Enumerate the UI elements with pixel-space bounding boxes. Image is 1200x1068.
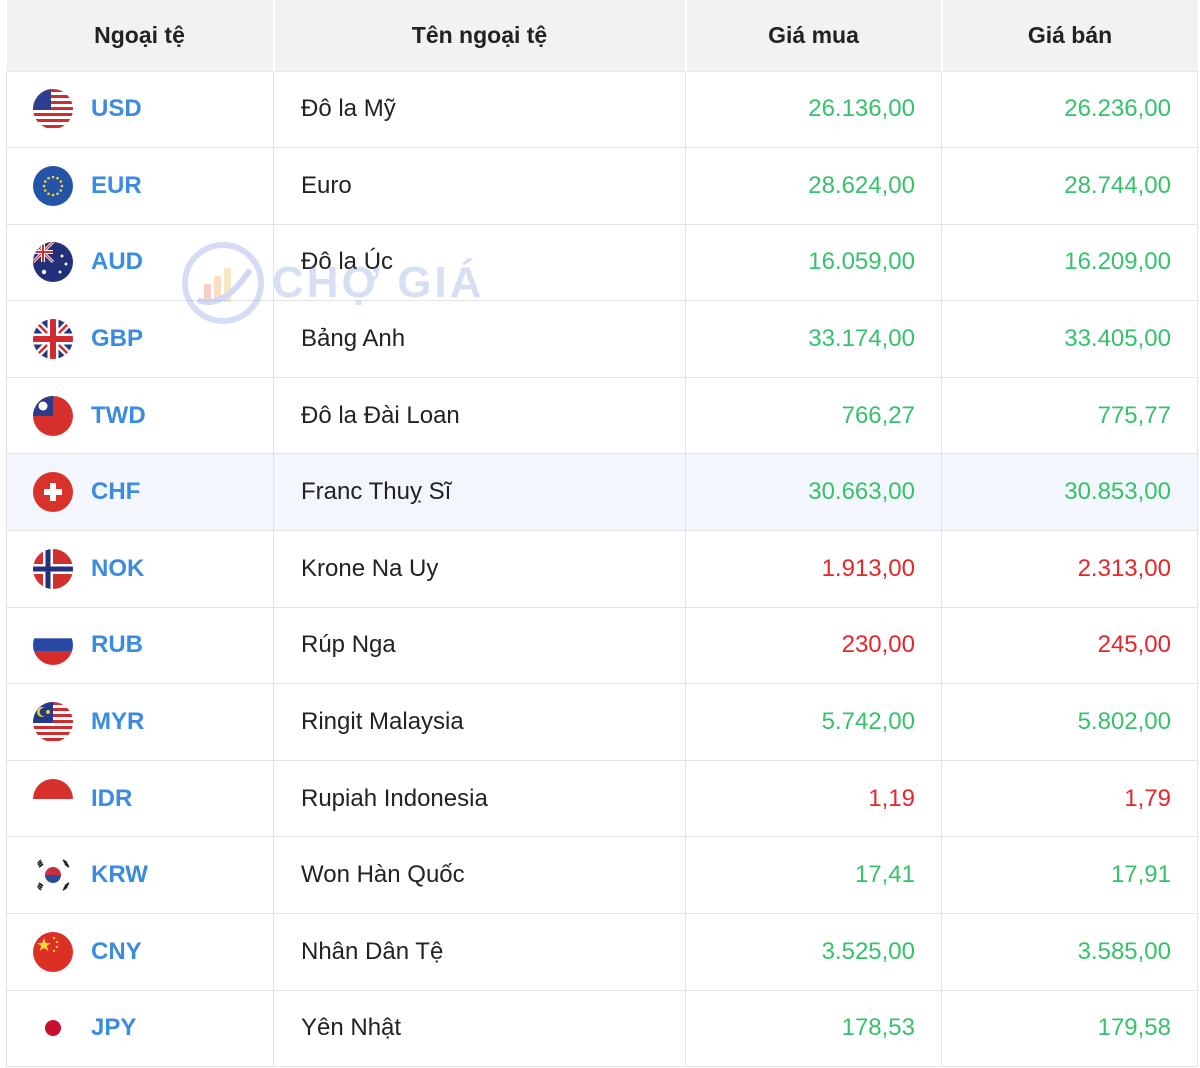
table-row[interactable]: GBP Bảng Anh 33.174,00 33.405,00 [6,300,1198,378]
table-row[interactable]: CHF Franc Thuỵ Sĩ 30.663,00 30.853,00 [6,453,1198,532]
kr-flag-icon [33,855,73,896]
sell-price: 1,79 [941,759,1198,838]
currency-name: Rupiah Indonesia [273,759,686,838]
cn-flag-icon [33,931,73,972]
currency-code[interactable]: TWD [91,401,146,429]
currency-name: Won Hàn Quốc [273,836,686,915]
table-row[interactable]: IDR Rupiah Indonesia 1,19 1,79 [6,759,1198,838]
buy-price: 16.059,00 [685,223,942,302]
buy-price: 17,41 [685,836,942,915]
buy-price: 5.742,00 [685,683,942,761]
currency-name: Bảng Anh [273,300,686,378]
table-row[interactable]: JPY Yên Nhật 178,53 179,58 [6,989,1198,1068]
table-header-row: Ngoại tệ Tên ngoại tệ Giá mua Giá bán [6,0,1198,72]
buy-price: 33.174,00 [685,300,942,378]
jp-flag-icon [33,1008,73,1049]
currency-cell: RUB [6,606,274,685]
currency-code[interactable]: RUB [91,631,143,659]
ch-flag-icon [33,472,73,513]
currency-code[interactable]: USD [91,95,142,123]
table-row[interactable]: EUR Euro 28.624,00 28.744,00 [6,147,1198,225]
my-flag-icon [33,702,73,743]
currency-code[interactable]: CNY [91,937,142,965]
table-body: USD Đô la Mỹ 26.136,00 26.236,00 EUR Euro 28.6… [6,70,1198,1068]
header-currency[interactable]: Ngoại tệ [6,0,275,72]
table-row[interactable]: USD Đô la Mỹ 26.136,00 26.236,00 [6,70,1198,149]
header-currency-name[interactable]: Tên ngoại tệ [273,0,687,72]
sell-price: 26.236,00 [941,70,1198,149]
sell-price: 775,77 [941,376,1198,455]
currency-name: Đô la Úc [273,223,686,302]
currency-name: Đô la Mỹ [273,70,686,149]
currency-name: Nhân Dân Tệ [273,913,686,991]
sell-price: 2.313,00 [941,530,1198,608]
currency-cell: JPY [6,989,274,1068]
currency-code[interactable]: EUR [91,171,142,199]
currency-cell: NOK [6,530,274,608]
currency-cell: CNY [6,913,274,991]
currency-code[interactable]: CHF [91,478,141,506]
currency-cell: CHF [6,453,274,532]
buy-price: 3.525,00 [685,913,942,991]
eu-flag-icon [33,165,73,206]
currency-name: Rúp Nga [273,606,686,685]
currency-name: Franc Thuỵ Sĩ [273,453,686,532]
currency-name: Yên Nhật [273,989,686,1068]
buy-price: 766,27 [685,376,942,455]
uk-flag-icon [33,319,73,360]
ru-flag-icon [33,625,73,666]
currency-cell: AUD [6,223,274,302]
buy-price: 1,19 [685,759,942,838]
sell-price: 30.853,00 [941,453,1198,532]
currency-name: Đô la Đài Loan [273,376,686,455]
id-flag-icon [33,778,73,819]
header-sell-price[interactable]: Giá bán [941,0,1198,72]
currency-cell: USD [6,70,274,149]
sell-price: 245,00 [941,606,1198,685]
currency-name: Ringit Malaysia [273,683,686,761]
buy-price: 30.663,00 [685,453,942,532]
table-row[interactable]: RUB Rúp Nga 230,00 245,00 [6,606,1198,685]
buy-price: 26.136,00 [685,70,942,149]
table-row[interactable]: NOK Krone Na Uy 1.913,00 2.313,00 [6,530,1198,608]
buy-price: 178,53 [685,989,942,1068]
currency-cell: EUR [6,147,274,225]
au-flag-icon [33,242,73,283]
table-row[interactable]: MYR Ringit Malaysia 5.742,00 5.802,00 [6,683,1198,761]
us-flag-icon [33,89,73,130]
sell-price: 28.744,00 [941,147,1198,225]
table-row[interactable]: AUD Đô la Úc 16.059,00 16.209,00 [6,223,1198,302]
currency-code[interactable]: MYR [91,708,145,736]
table-row[interactable]: CNY Nhân Dân Tệ 3.525,00 3.585,00 [6,913,1198,991]
exchange-rate-table: Ngoại tệ Tên ngoại tệ Giá mua Giá bán US… [6,0,1198,1068]
buy-price: 1.913,00 [685,530,942,608]
currency-cell: IDR [6,759,274,838]
currency-code[interactable]: GBP [91,325,144,353]
tw-flag-icon [33,395,73,436]
buy-price: 28.624,00 [685,147,942,225]
currency-code[interactable]: JPY [91,1014,137,1042]
table-row[interactable]: KRW Won Hàn Quốc 17,41 17,91 [6,836,1198,915]
sell-price: 17,91 [941,836,1198,915]
header-buy-price[interactable]: Giá mua [685,0,943,72]
currency-code[interactable]: NOK [91,554,145,582]
sell-price: 5.802,00 [941,683,1198,761]
sell-price: 16.209,00 [941,223,1198,302]
no-flag-icon [33,548,73,589]
currency-code[interactable]: AUD [91,248,143,276]
currency-code[interactable]: IDR [91,784,133,812]
currency-name: Krone Na Uy [273,530,686,608]
sell-price: 3.585,00 [941,913,1198,991]
currency-code[interactable]: KRW [91,861,148,889]
currency-cell: MYR [6,683,274,761]
currency-name: Euro [273,147,686,225]
buy-price: 230,00 [685,606,942,685]
sell-price: 33.405,00 [941,300,1198,378]
currency-cell: TWD [6,376,274,455]
currency-cell: KRW [6,836,274,915]
sell-price: 179,58 [941,989,1198,1068]
table-row[interactable]: TWD Đô la Đài Loan 766,27 775,77 [6,376,1198,455]
currency-cell: GBP [6,300,274,378]
